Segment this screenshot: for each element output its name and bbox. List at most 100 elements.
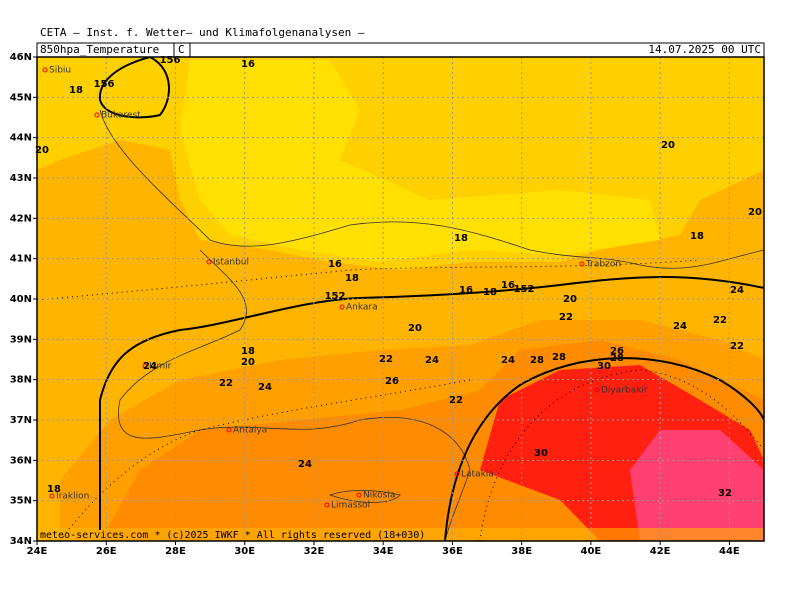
city-label: Diyarbakir xyxy=(601,386,648,396)
contour-label: 24 xyxy=(425,355,439,366)
city-label: Trabzon xyxy=(585,260,621,270)
contour-label: 16 xyxy=(501,280,515,291)
city-marker xyxy=(454,471,460,477)
labels: Sibiu Bukarest Istanbul Izmir Antalya Ankara T… xyxy=(35,55,762,511)
contour-label: 26 xyxy=(385,376,399,387)
city-marker xyxy=(579,261,585,267)
contour-label: 18 xyxy=(483,287,497,298)
y-tick-label: 40N xyxy=(10,294,32,305)
contour-label: 26 xyxy=(610,346,624,357)
contour-label: 24 xyxy=(298,459,312,470)
contour-label: 24 xyxy=(258,382,272,393)
warm-16 xyxy=(180,60,660,262)
coastline xyxy=(99,109,764,269)
contour-label: 22 xyxy=(559,312,573,323)
y-tick-label: 42N xyxy=(10,213,32,224)
city-label: Bukarest xyxy=(101,111,141,121)
contour-label: 24 xyxy=(673,321,687,332)
contour-label: 28 xyxy=(610,353,624,364)
city-label: Antalya xyxy=(233,426,267,436)
contour-label: 152 xyxy=(325,291,346,302)
cyprus xyxy=(328,490,401,503)
city-marker xyxy=(42,67,48,73)
city-label: Iraklion xyxy=(56,492,89,502)
city-marker xyxy=(49,493,55,499)
city-marker xyxy=(324,502,330,508)
y-tick-label: 45N xyxy=(10,92,32,103)
city-label: Limassol xyxy=(331,501,370,511)
y-tick-label: 37N xyxy=(10,415,32,426)
city-marker xyxy=(339,304,345,310)
contour-label: 16 xyxy=(459,285,473,296)
contour-label: 22 xyxy=(379,354,393,365)
contour-label: 18 xyxy=(241,346,255,357)
city-label: Sibiu xyxy=(49,66,71,76)
footer: meteo-services.com * (c)2025 IWKF * All … xyxy=(40,530,425,541)
city-label: Istanbul xyxy=(213,258,249,268)
contour-label: 20 xyxy=(563,294,577,305)
contour-label: 20 xyxy=(408,323,422,334)
x-tick-label: 38E xyxy=(511,546,532,557)
y-tick-label: 43N xyxy=(10,173,32,184)
contour-label: 22 xyxy=(219,378,233,389)
isoline-152 xyxy=(98,57,170,119)
contour-label: 24 xyxy=(730,285,744,296)
contour-label: 22 xyxy=(713,315,727,326)
title: CETA – Inst. f. Wetter– und Klimafolgena… xyxy=(40,26,365,39)
y-tick-label: 34N xyxy=(10,536,32,547)
contour-label: 20 xyxy=(661,140,675,151)
contour-label: 30 xyxy=(534,448,548,459)
y-tick-label: 35N xyxy=(10,496,32,507)
isoline-152 xyxy=(444,357,764,541)
city-marker xyxy=(206,259,212,265)
x-tick-label: 34E xyxy=(373,546,394,557)
field-name: 850hpa_Temperature xyxy=(40,43,159,56)
hot-32 xyxy=(630,430,764,541)
city-label: Ankara xyxy=(346,303,378,313)
x-tick-label: 24E xyxy=(27,546,48,557)
contour-label: 18 xyxy=(47,484,61,495)
city-marker xyxy=(226,427,232,433)
isoline-152 xyxy=(99,276,764,530)
unit: C xyxy=(178,43,185,56)
x-tick-label: 32E xyxy=(304,546,325,557)
city-marker xyxy=(356,492,362,498)
contour-label: 20 xyxy=(241,357,255,368)
x-tick-label: 44E xyxy=(719,546,740,557)
temperature-field xyxy=(37,57,764,541)
y-tick-label: 39N xyxy=(10,334,32,345)
contour-label: 18 xyxy=(690,231,704,242)
valid-time: 14.07.2025 00 UTC xyxy=(648,43,761,56)
x-tick-label: 30E xyxy=(234,546,255,557)
city-label: Nikosia xyxy=(363,491,395,501)
city-label: Izmir xyxy=(149,362,172,372)
graticule: 24E 26E 28E 30E 32E 34E 36E 38E 40E 42E 44E 34N 35N 3… xyxy=(10,52,764,557)
x-tick-label: 40E xyxy=(581,546,602,557)
y-tick-label: 38N xyxy=(10,375,32,386)
y-tick-label: 36N xyxy=(10,455,32,466)
contour-label: 20 xyxy=(35,145,49,156)
contour-label: 24 xyxy=(143,361,157,372)
contour-label: 156 xyxy=(160,55,181,66)
footer-band xyxy=(37,528,764,541)
x-tick-label: 36E xyxy=(442,546,463,557)
city-marker xyxy=(142,363,148,369)
contour-label: 28 xyxy=(552,352,566,363)
contour-label: 18 xyxy=(69,85,83,96)
city-marker xyxy=(94,112,100,118)
header-box xyxy=(36,42,765,58)
x-tick-label: 28E xyxy=(165,546,186,557)
y-tick-label: 46N xyxy=(10,52,32,63)
contour-label: 32 xyxy=(718,488,732,499)
x-tick-label: 26E xyxy=(96,546,117,557)
contour-label: 16 xyxy=(241,59,255,70)
contour-label: 16 xyxy=(328,259,342,270)
contour-label: 152 xyxy=(514,284,535,295)
contour-label: 22 xyxy=(449,395,463,406)
contour-label: 22 xyxy=(730,341,744,352)
city-marker xyxy=(594,387,600,393)
y-tick-label: 44N xyxy=(10,133,32,144)
city-label: Latakia xyxy=(461,470,494,480)
